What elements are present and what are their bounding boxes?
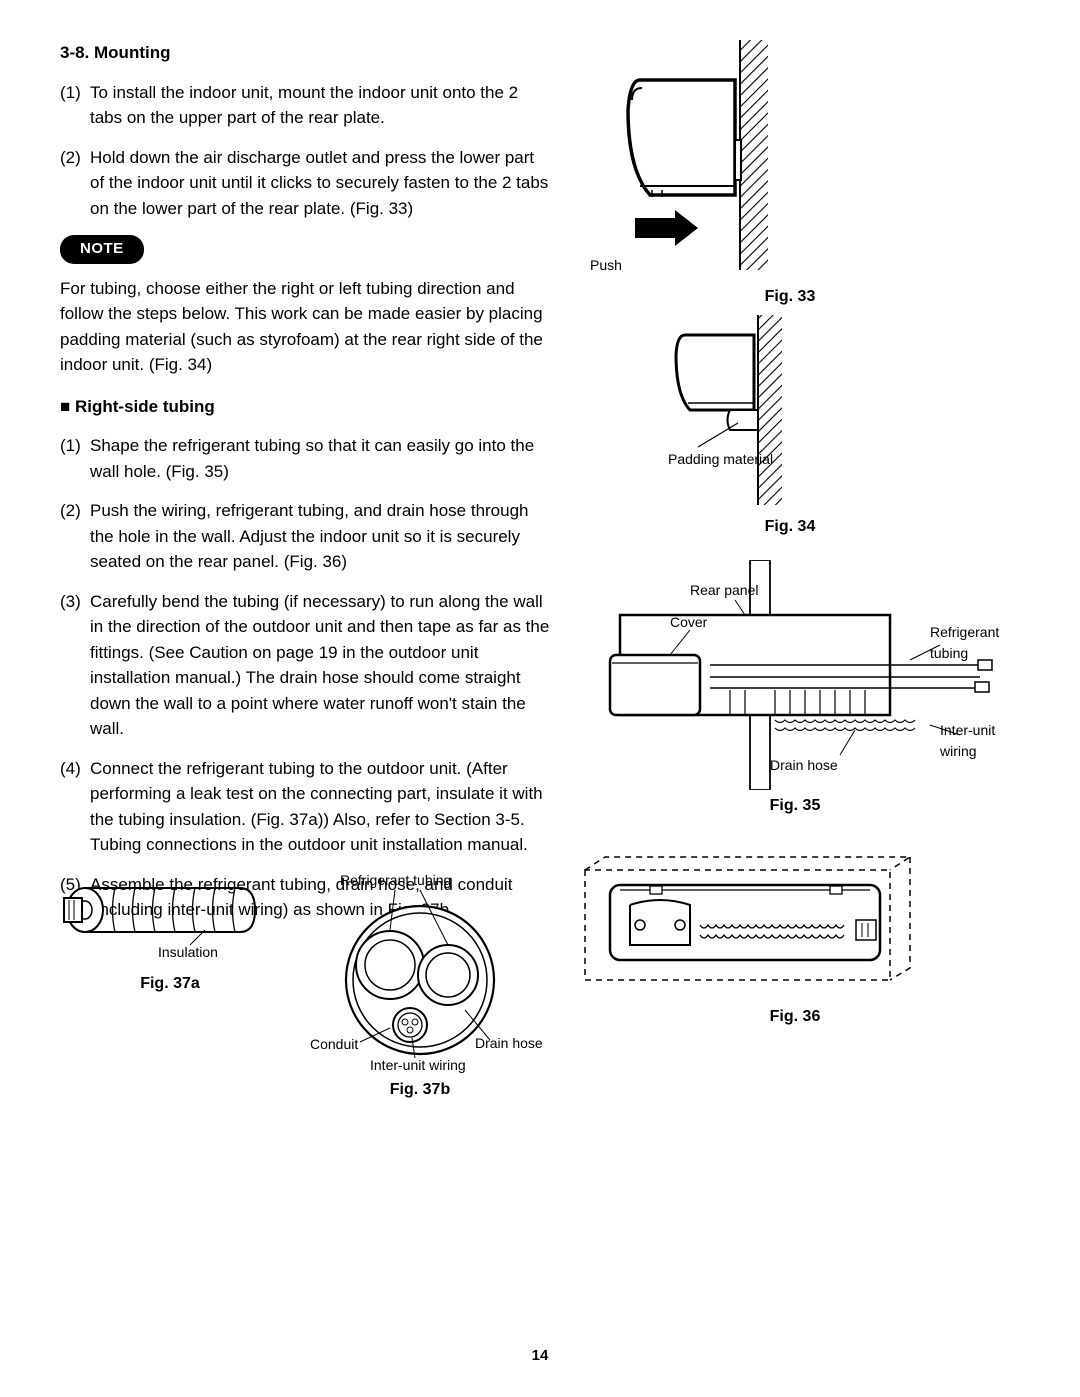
refrigerant-label: Refrigerant tubing [340, 870, 451, 891]
figure-33: Push Fig. 33 [580, 40, 1000, 309]
fig37a-diagram [60, 870, 280, 980]
fig-caption: Fig. 35 [580, 794, 1010, 818]
figure-37b: Refrigerant tubing Conduit Inter-unit wi… [290, 870, 550, 1102]
fig-caption: Fig. 33 [580, 285, 1000, 309]
step-text: To install the indoor unit, mount the in… [90, 80, 550, 131]
step-text: Push the wiring, refrigerant tubing, and… [90, 498, 550, 575]
figure-35: Rear panel Cover Refrigerant tubing Inte… [580, 560, 1010, 818]
step-number: (4) [60, 756, 90, 858]
step-number: (3) [60, 589, 90, 742]
interunit-label: Inter-unit wiring [940, 720, 1010, 762]
section-heading: 3-8. Mounting [60, 40, 550, 66]
sub-heading: ■ Right-side tubing [60, 394, 550, 420]
mounting-steps: (1) To install the indoor unit, mount th… [60, 80, 550, 222]
fig34-diagram [580, 315, 1000, 515]
fig-caption: Fig. 36 [580, 1005, 1010, 1029]
fig-caption: Fig. 37a [60, 972, 280, 996]
step-text: Carefully bend the tubing (if necessary)… [90, 589, 550, 742]
drain-label: Drain hose [770, 755, 838, 776]
right-column: Push Fig. 33 Padding mat [580, 40, 1010, 937]
interunit-label: Inter-unit wiring [370, 1055, 466, 1076]
list-item: (3) Carefully bend the tubing (if necess… [60, 589, 550, 742]
rear-panel-label: Rear panel [690, 580, 759, 601]
figure-36: Fig. 36 [580, 850, 1010, 1029]
list-item: (1) To install the indoor unit, mount th… [60, 80, 550, 131]
note-text: For tubing, choose either the right or l… [60, 276, 550, 378]
cover-label: Cover [670, 612, 707, 633]
list-item: (2) Push the wiring, refrigerant tubing,… [60, 498, 550, 575]
figure-37a: Insulation Fig. 37a [60, 870, 280, 996]
padding-label: Padding material [668, 449, 773, 470]
note-pill: NOTE [60, 235, 144, 264]
fig-caption: Fig. 37b [290, 1078, 550, 1102]
page-number: 14 [0, 1345, 1080, 1368]
list-item: (1) Shape the refrigerant tubing so that… [60, 433, 550, 484]
figure-34: Padding material Fig. 34 [580, 315, 1000, 539]
step-number: (1) [60, 80, 90, 131]
insulation-label: Insulation [158, 942, 218, 963]
fig36-diagram [580, 850, 1010, 1020]
bottom-figures: Insulation Fig. 37a Refrigerant [60, 870, 540, 1120]
fig-caption: Fig. 34 [580, 515, 1000, 539]
step-number: (2) [60, 498, 90, 575]
step-text: Connect the refrigerant tubing to the ou… [90, 756, 550, 858]
push-label: Push [590, 255, 622, 276]
main-content: 3-8. Mounting (1) To install the indoor … [60, 40, 1020, 937]
step-text: Shape the refrigerant tubing so that it … [90, 433, 550, 484]
fig37b-diagram [290, 870, 550, 1060]
step-number: (1) [60, 433, 90, 484]
conduit-label: Conduit [310, 1034, 358, 1055]
step-text: Hold down the air discharge outlet and p… [90, 145, 550, 222]
step-number: (2) [60, 145, 90, 222]
left-column: 3-8. Mounting (1) To install the indoor … [60, 40, 550, 937]
list-item: (2) Hold down the air discharge outlet a… [60, 145, 550, 222]
list-item: (4) Connect the refrigerant tubing to th… [60, 756, 550, 858]
drain-label: Drain hose [475, 1033, 543, 1054]
fig33-diagram [580, 40, 1000, 300]
right-side-steps: (1) Shape the refrigerant tubing so that… [60, 433, 550, 923]
refrigerant-label: Refrigerant tubing [930, 622, 1010, 664]
